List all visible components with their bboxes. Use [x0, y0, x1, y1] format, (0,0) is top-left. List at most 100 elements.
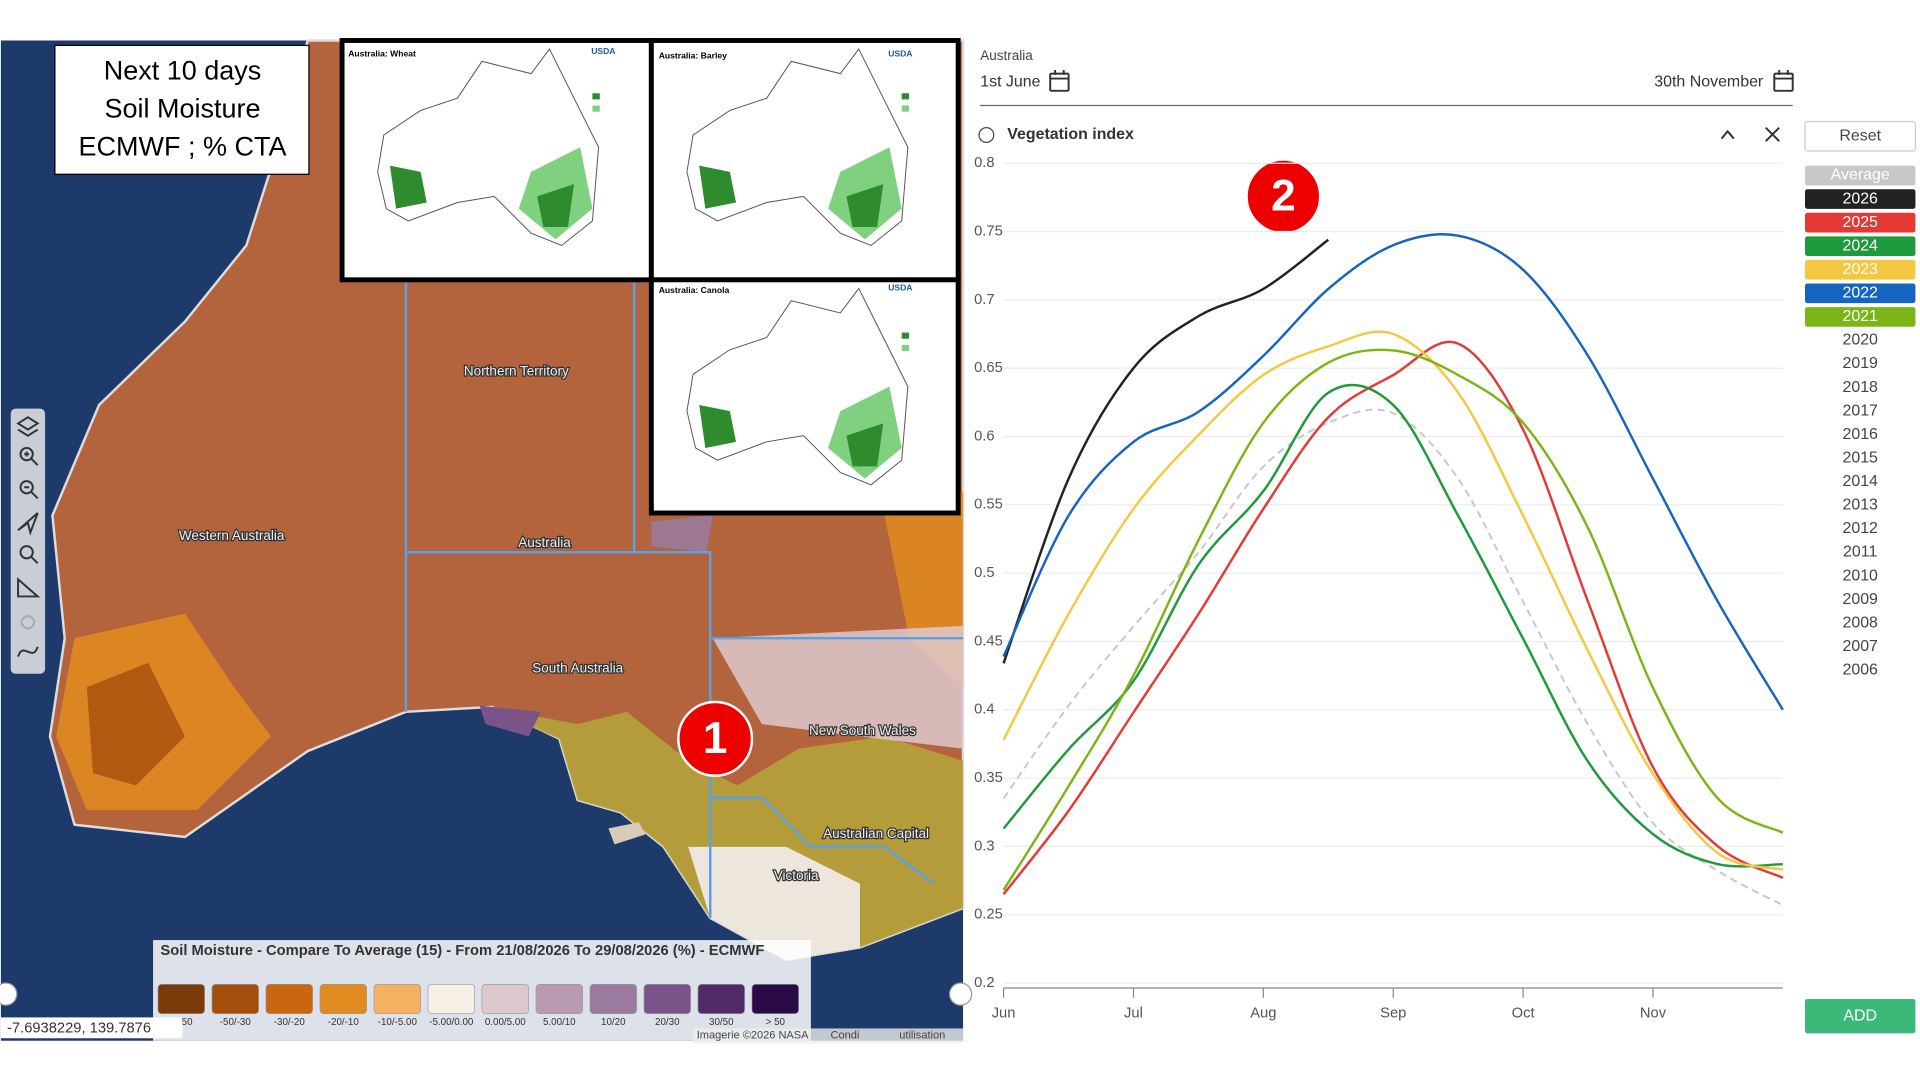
- x-tick-label: Jul: [1124, 1006, 1143, 1022]
- inset-title: Australia: Wheat: [348, 48, 416, 58]
- legend-label[interactable]: 2016: [1842, 426, 1878, 443]
- legend-label[interactable]: 2017: [1842, 402, 1878, 419]
- y-tick-label: 0.6: [974, 428, 994, 444]
- y-tick-label: 0.45: [974, 633, 1003, 649]
- reset-label: Reset: [1839, 127, 1881, 144]
- series-line: [1002, 408, 1784, 907]
- attribution: Condi: [831, 1030, 860, 1042]
- inset-key: [901, 344, 910, 351]
- legend-label: 2023: [1842, 261, 1878, 278]
- globe-icon: [978, 127, 995, 143]
- y-tick-label: 0.8: [974, 155, 994, 171]
- inset-agency: USDA: [888, 48, 912, 58]
- legend-label: 30/50: [709, 1017, 734, 1028]
- locate-icon[interactable]: [17, 512, 39, 536]
- legend-item[interactable]: [1804, 165, 1916, 186]
- legend-label: 2022: [1842, 285, 1878, 302]
- layers-icon[interactable]: [16, 416, 40, 437]
- reset-button[interactable]: [1804, 120, 1917, 152]
- inset-title: Australia: Barley: [659, 51, 727, 61]
- collapse-button[interactable]: [1720, 129, 1735, 140]
- legend-swatch: [589, 983, 637, 1015]
- attribution: utilisation: [899, 1030, 945, 1042]
- legend-label[interactable]: 2006: [1842, 662, 1878, 679]
- map-legend: Soil Moisture - Compare To Average (15) …: [153, 940, 811, 1041]
- inset-crop-area: [537, 184, 575, 228]
- place-label: New South Wales: [809, 723, 916, 738]
- add-label: ADD: [1843, 1007, 1877, 1024]
- map-toolbar: [10, 408, 46, 674]
- legend-label[interactable]: 2013: [1842, 497, 1878, 514]
- y-tick-label: 0.55: [974, 497, 1003, 513]
- legend-item[interactable]: [1804, 283, 1916, 304]
- legend-swatch: [643, 983, 691, 1015]
- legend-swatch: [751, 983, 799, 1015]
- legend-label[interactable]: 2012: [1842, 520, 1878, 537]
- series-line: [1002, 348, 1784, 891]
- legend-item[interactable]: [1804, 307, 1916, 327]
- legend-label: 2021: [1842, 308, 1878, 325]
- y-tick-label: 0.2: [974, 975, 994, 991]
- zoom-in-icon[interactable]: [19, 446, 34, 462]
- place-label: South Australia: [532, 660, 623, 675]
- legend-label[interactable]: 2008: [1842, 614, 1878, 631]
- legend-label[interactable]: 2014: [1842, 473, 1878, 490]
- legend-item[interactable]: [1804, 212, 1916, 233]
- marker: [677, 700, 754, 777]
- legend-label: 2026: [1842, 190, 1878, 207]
- legend-swatch: [535, 983, 583, 1015]
- map-nav-right[interactable]: [948, 982, 973, 1006]
- legend-label: -10/-5.00: [378, 1017, 418, 1028]
- legend-label[interactable]: 2018: [1842, 379, 1878, 396]
- zoom-out-icon[interactable]: [19, 480, 34, 495]
- y-tick-label: 0.7: [974, 292, 994, 308]
- legend-label[interactable]: 2007: [1842, 638, 1878, 655]
- close-button[interactable]: [1765, 126, 1780, 142]
- legend-label: 0.00/5.00: [485, 1017, 526, 1028]
- attribution-bg: [693, 1028, 964, 1044]
- map-nav-left[interactable]: [0, 982, 18, 1006]
- calendar-icons: [1049, 69, 1794, 92]
- y-tick-label: 0.25: [974, 907, 1003, 923]
- calendar-icon[interactable]: [1049, 72, 1070, 92]
- inset-crop-area: [846, 423, 884, 467]
- inset-title: Australia: Canola: [659, 285, 730, 295]
- vegetation-chart: 0.8 0.75 0.7 0.65 0.6 0.55 0.5 0.45 0.4 0.35 0.3 0.…: [974, 155, 1916, 1022]
- x-tick-label: Sep: [1380, 1006, 1406, 1022]
- target-icon[interactable]: [20, 615, 36, 630]
- legend-label[interactable]: 2019: [1842, 355, 1878, 372]
- legend-label: 2024: [1842, 237, 1878, 254]
- legend-label[interactable]: 2011: [1843, 544, 1877, 561]
- legend-label[interactable]: 2015: [1842, 449, 1878, 466]
- title-line: Next 10 days: [104, 56, 262, 86]
- add-button[interactable]: [1804, 999, 1916, 1034]
- series-line: [1002, 232, 1784, 711]
- start-date[interactable]: 1st June: [980, 73, 1040, 90]
- legend-item[interactable]: [1804, 189, 1916, 209]
- legend-label[interactable]: 2020: [1842, 332, 1878, 349]
- legend-label: Average: [1831, 167, 1890, 184]
- legend-item[interactable]: [1804, 259, 1916, 280]
- series-line: [1002, 340, 1784, 895]
- inset-crop-area: [846, 184, 884, 228]
- legend-swatch: [211, 983, 259, 1015]
- draw-icon[interactable]: [17, 646, 39, 657]
- calendar-icon[interactable]: [1773, 72, 1794, 92]
- legend-item[interactable]: [1804, 236, 1916, 257]
- legend-swatch: [481, 983, 529, 1015]
- title-line: Soil Moisture: [104, 94, 260, 124]
- region-label: Australia: [980, 48, 1033, 63]
- inset-crop-area: [699, 165, 737, 209]
- legend-label[interactable]: 2009: [1842, 591, 1878, 608]
- inset-key: [592, 93, 600, 100]
- legend-swatch: [697, 983, 745, 1015]
- inset-key: [901, 332, 910, 339]
- measure-icon[interactable]: [17, 577, 41, 598]
- state-borders: [404, 279, 964, 918]
- end-date[interactable]: 30th November: [1654, 73, 1764, 90]
- y-tick-label: 0.35: [974, 770, 1003, 786]
- search-icon[interactable]: [19, 545, 34, 560]
- legend-swatch: [427, 983, 475, 1015]
- legend-label[interactable]: 2010: [1842, 567, 1878, 584]
